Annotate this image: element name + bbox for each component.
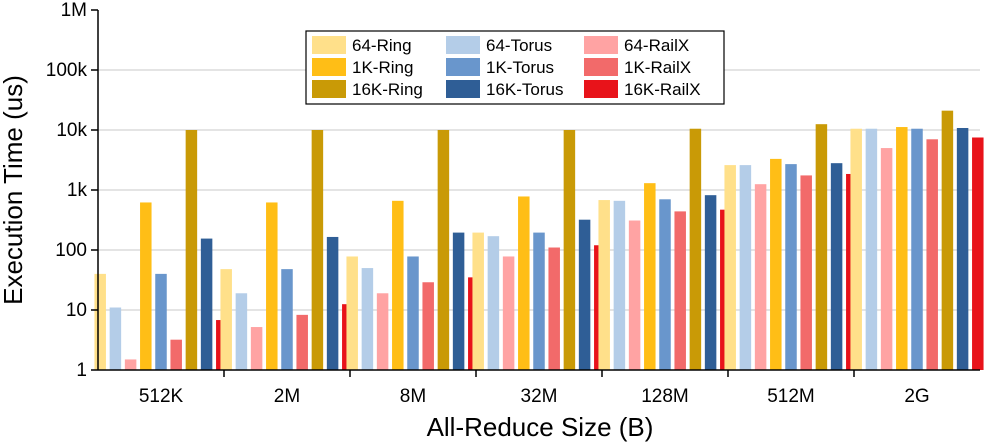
bar-64-torus-2m [235,293,248,370]
bar-1k-torus-2m [281,269,293,370]
bar-64-ring-512k [94,273,106,370]
bar-1k-ring-512m [770,158,782,370]
legend-swatch [312,36,346,54]
bar-1k-torus-8m [407,256,419,370]
x-axis-title: All-Reduce Size (B) [427,412,654,442]
x-tick-label: 512M [767,386,815,407]
bar-64-railx-512m [754,184,767,370]
bar-1k-torus-512m [785,164,797,370]
bar-16k-torus-128m [704,195,717,370]
bar-16k-ring-512k [185,130,198,370]
legend-label: 1K-Torus [486,58,554,77]
bar-64-ring-128m [598,200,610,370]
bar-16k-torus-512k [200,238,213,370]
bar-16k-torus-8m [452,232,465,370]
bar-16k-torus-2m [326,236,339,370]
bar-64-railx-32m [502,256,515,370]
bar-16k-torus-512m [830,163,843,370]
legend-label: 16K-RailX [624,80,701,99]
bar-1k-ring-8m [392,200,404,370]
bar-64-railx-8m [376,293,389,370]
bar-64-torus-512m [739,165,752,370]
bar-1k-ring-2g [896,127,908,370]
bar-1k-railx-2g [926,139,938,370]
legend-label: 1K-RailX [624,58,691,77]
legend-swatch [312,80,346,98]
bar-64-ring-8m [346,256,358,370]
bar-64-torus-32m [487,236,500,370]
y-tick-label: 1M [61,0,87,21]
legend-swatch [312,58,346,76]
bar-16k-ring-8m [437,130,450,370]
y-tick-label: 100 [55,240,87,261]
bar-64-railx-2m [250,327,263,370]
bar-1k-torus-32m [533,232,545,370]
bar-1k-ring-32m [518,196,530,370]
bar-1k-ring-2m [266,202,278,370]
bar-1k-railx-8m [422,282,434,370]
bar-64-torus-8m [361,268,374,370]
x-tick-label: 8M [400,386,426,407]
bar-64-torus-128m [613,200,626,370]
legend-swatch [446,80,480,98]
y-tick-label: 100k [46,60,88,81]
bar-16k-ring-128m [689,128,702,370]
legend-swatch [446,58,480,76]
bar-64-ring-2m [220,269,232,370]
bar-64-ring-2g [850,128,862,370]
bar-1k-ring-512k [140,202,152,370]
bar-16k-torus-32m [578,219,591,370]
bar-16k-torus-2g [956,127,969,371]
y-tick-label: 1 [76,360,87,381]
bar-16k-ring-512m [815,124,828,371]
legend-label: 16K-Ring [352,80,423,99]
legend: 64-Ring 1K-Ring 16K-Ring 64-Torus 1K-Torus 16… [305,30,725,105]
y-tick-labels: 1 10 100 1k 10k 100k 1M [46,0,88,381]
x-tick-label: 32M [521,386,558,407]
x-tick-label: 512K [139,386,184,407]
legend-label: 1K-Ring [352,58,413,77]
bar-64-torus-512k [109,307,122,370]
y-axis-title: Execution Time (us) [0,75,28,305]
bars [94,110,984,371]
legend-label: 64-Ring [352,36,412,55]
legend-swatch [446,36,480,54]
y-tick-label: 10 [66,300,87,321]
bar-1k-torus-512k [155,273,167,370]
bar-64-railx-512k [124,359,137,370]
bar-1k-railx-512m [800,175,812,370]
bar-1k-railx-32m [548,247,560,370]
bar-16k-railx-2g [972,137,984,370]
legend-label: 16K-Torus [486,80,563,99]
x-tick-label: 2G [904,386,929,407]
y-tick-label: 1k [67,180,88,201]
x-tick-label: 2M [274,386,300,407]
bar-16k-ring-32m [563,130,576,370]
bar-64-railx-2g [880,148,893,370]
legend-label: 64-Torus [486,36,552,55]
axes [91,9,980,377]
bar-16k-ring-2g [941,110,954,370]
legend-swatch [584,80,618,98]
bar-1k-railx-512k [170,339,182,370]
bar-64-railx-128m [628,220,641,370]
y-tick-label: 10k [56,120,87,141]
bar-1k-ring-128m [644,183,656,370]
bar-1k-railx-2m [296,314,308,370]
bar-64-ring-512m [724,165,736,370]
legend-box [305,30,725,105]
legend-swatch [584,36,618,54]
legend-swatch [584,58,618,76]
bar-1k-torus-128m [659,199,671,370]
x-tick-label: 128M [641,386,689,407]
bar-1k-railx-128m [674,211,686,370]
x-tick-labels: 512K 2M 8M 32M 128M 512M 2G [139,386,930,407]
bar-1k-torus-2g [911,128,923,370]
bar-64-ring-32m [472,232,484,370]
bar-64-torus-2g [865,128,878,370]
legend-label: 64-RailX [624,36,689,55]
bar-16k-ring-2m [311,130,324,370]
